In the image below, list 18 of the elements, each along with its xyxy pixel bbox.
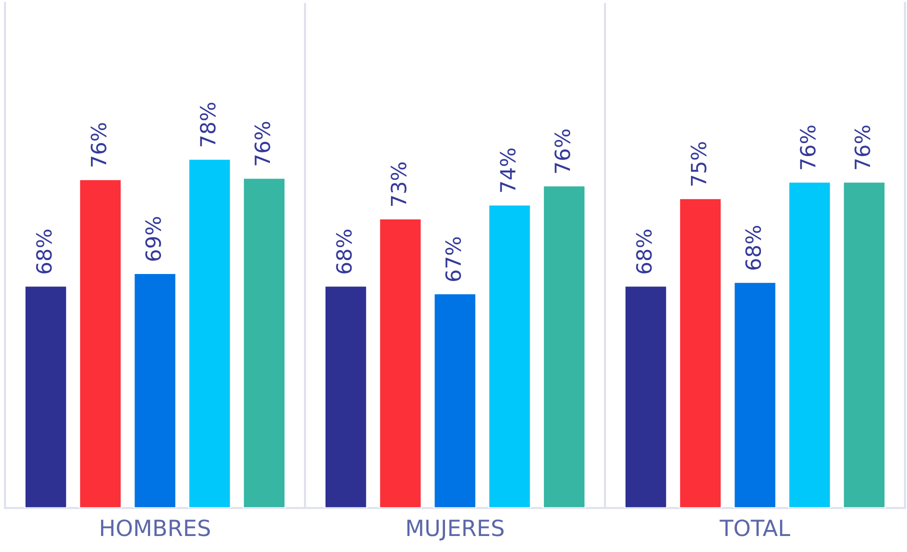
x-tick-label: HOMBRES: [101, 520, 210, 536]
data-label: 76%: [554, 129, 570, 173]
data-label: 76%: [800, 126, 816, 170]
data-label: 68%: [636, 230, 652, 274]
data-label: 69%: [145, 216, 162, 261]
data-label: 68%: [336, 230, 352, 274]
data-label: 76%: [854, 126, 870, 170]
data-label: 68%: [745, 226, 762, 270]
data-label: 76%: [90, 123, 106, 167]
data-label: 67%: [445, 237, 462, 281]
x-tick-label: MUJERES: [407, 520, 504, 540]
data-label: 73%: [390, 162, 406, 206]
data-label: 68%: [36, 230, 52, 274]
x-tick-label: TOTAL: [720, 520, 790, 536]
data-label: 76%: [254, 122, 270, 166]
data-label: 74%: [500, 148, 516, 192]
data-label: 75%: [690, 142, 706, 186]
data-label: 78%: [200, 102, 216, 146]
